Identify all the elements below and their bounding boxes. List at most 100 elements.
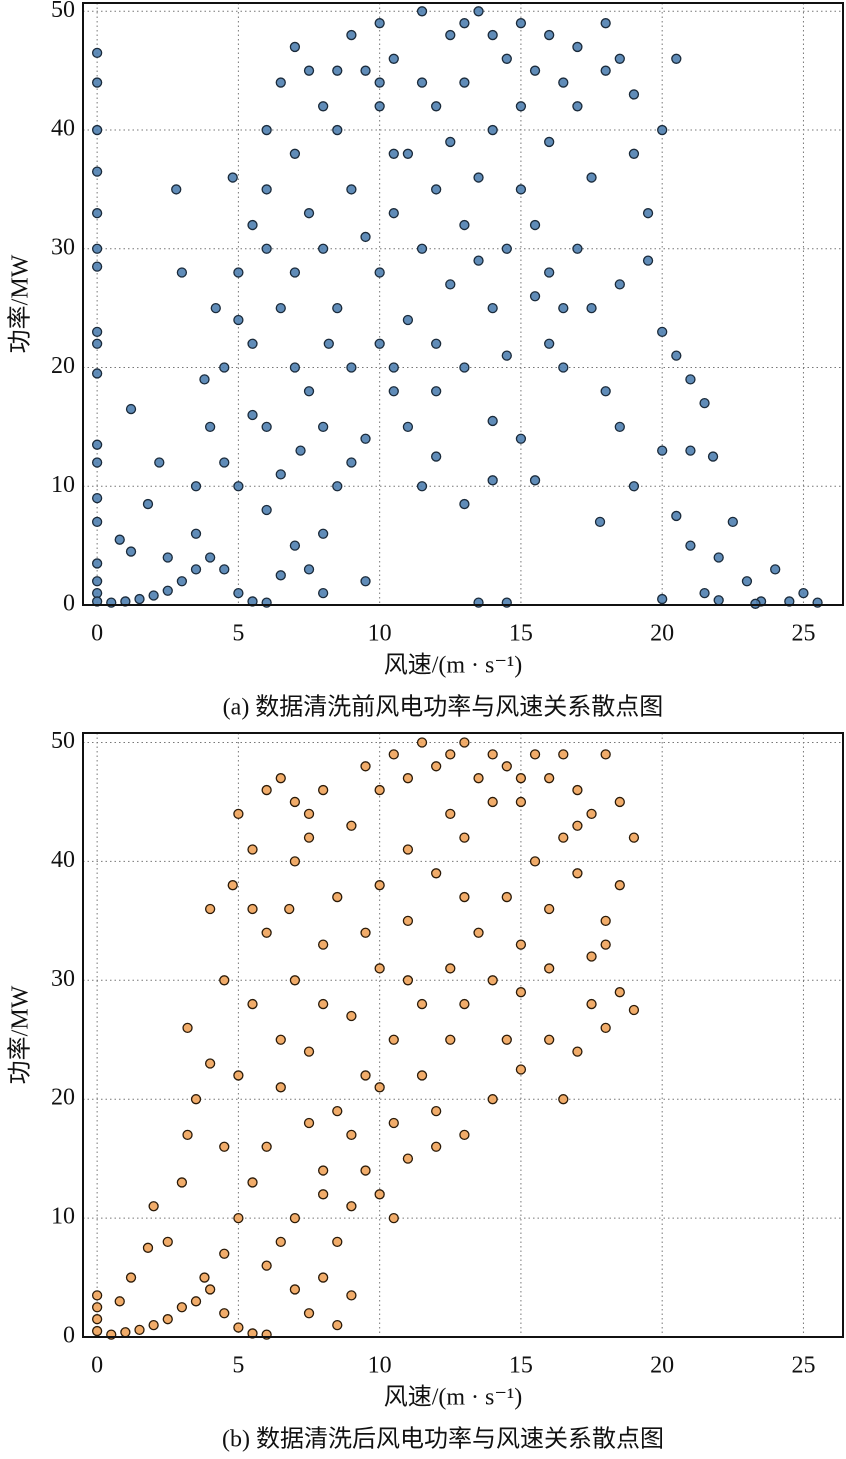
scatter-point	[614, 279, 625, 290]
scatter-point	[360, 231, 371, 243]
scatter-point	[261, 927, 272, 938]
scatter-point	[346, 1129, 357, 1141]
scatter-point	[459, 77, 470, 88]
scatter-point	[332, 303, 343, 314]
scatter-point	[558, 1094, 569, 1105]
scatter-point	[275, 1082, 286, 1093]
scatter-point	[713, 552, 724, 563]
scatter-point	[91, 77, 103, 88]
scatter-point	[501, 243, 512, 254]
scatter-point	[416, 1070, 428, 1081]
scatter-point	[247, 844, 258, 855]
scatter-point	[289, 1212, 301, 1224]
scatter-point	[515, 101, 527, 112]
scatter-point	[190, 1296, 202, 1307]
scatter-point	[671, 350, 682, 361]
scatter-point	[600, 1022, 611, 1034]
scatter-point	[487, 124, 498, 136]
scatter-point	[685, 540, 696, 551]
scatter-point	[303, 386, 315, 397]
scatter-point	[114, 1296, 125, 1307]
scatter-point	[219, 975, 230, 986]
scatter-point	[219, 564, 230, 575]
y-tick-label: 10	[51, 472, 75, 498]
x-tick-label: 15	[509, 621, 533, 647]
scatter-point	[261, 1141, 272, 1152]
scatter-point	[628, 148, 640, 159]
scatter-point	[346, 1010, 357, 1022]
scatter-point	[572, 784, 583, 796]
y-tick-label: 0	[63, 1323, 75, 1349]
y-tick-label: 0	[63, 591, 75, 617]
scatter-point	[148, 1201, 159, 1212]
scatter-point	[120, 1327, 131, 1338]
scatter-point	[416, 77, 428, 88]
scatter-point	[431, 1141, 442, 1152]
scatter-point	[614, 880, 625, 891]
scatter-point	[142, 1242, 154, 1253]
scatter-point	[374, 963, 385, 974]
scatter-point	[91, 558, 103, 569]
scatter-point	[360, 1070, 371, 1081]
x-tick-label: 20	[650, 621, 674, 647]
scatter-point	[388, 208, 399, 219]
scatter-point	[402, 1153, 414, 1164]
scatter-point	[445, 963, 456, 974]
scatter-point	[515, 18, 527, 29]
scatter-point	[176, 267, 188, 278]
scatter-point	[614, 796, 625, 808]
scatter-point	[628, 1004, 640, 1016]
plot-frame	[82, 732, 844, 1338]
scatter-point	[515, 987, 527, 998]
scatter-point	[182, 1129, 193, 1141]
scatter-point	[614, 421, 625, 433]
scatter-point	[233, 314, 244, 326]
scatter-point	[544, 903, 555, 915]
scatter-point	[190, 564, 202, 575]
scatter-point	[374, 338, 385, 349]
y-tick-label: 30	[51, 966, 75, 992]
scatter-point	[91, 208, 103, 219]
scatter-point	[388, 53, 399, 64]
scatter-point	[247, 338, 258, 349]
scatter-point	[388, 1212, 399, 1224]
scatter-point	[501, 53, 512, 64]
scatter-point	[261, 184, 272, 195]
scatter-point	[529, 65, 541, 76]
scatter-point	[544, 963, 555, 974]
scatter-point	[91, 516, 103, 528]
scatter-point	[374, 101, 385, 112]
scatter-point	[323, 338, 334, 349]
scatter-point	[685, 374, 696, 385]
scatter-point	[459, 362, 470, 373]
x-tick-label: 25	[791, 1353, 815, 1379]
scatter-point	[275, 570, 286, 581]
scatter-point	[459, 737, 470, 748]
scatter-point	[332, 65, 343, 76]
scatter-point	[431, 451, 442, 462]
scatter-point	[91, 576, 103, 587]
scatter-point	[332, 1236, 343, 1248]
scatter-point	[402, 773, 414, 784]
scatter-point	[431, 1105, 442, 1117]
scatter-point	[445, 29, 456, 41]
scatter-point	[204, 1058, 216, 1069]
scatter-point	[544, 29, 555, 41]
scatter-point	[176, 1302, 188, 1313]
scatter-point	[91, 1325, 103, 1337]
scatter-point	[176, 576, 188, 587]
x-tick-label: 25	[791, 621, 815, 647]
y-axis-label: 功率/MW	[7, 254, 34, 353]
scatter-point	[219, 1248, 230, 1259]
x-tick-label: 10	[368, 621, 392, 647]
scatter-point	[501, 1034, 512, 1045]
scatter-point	[233, 587, 244, 599]
scatter-point	[190, 1094, 202, 1105]
scatter-point	[572, 820, 583, 831]
scatter-point	[261, 784, 272, 796]
scatter-point	[360, 433, 371, 444]
scatter-point	[558, 362, 569, 373]
scatter-point	[600, 939, 611, 950]
scatter-point	[374, 18, 385, 29]
